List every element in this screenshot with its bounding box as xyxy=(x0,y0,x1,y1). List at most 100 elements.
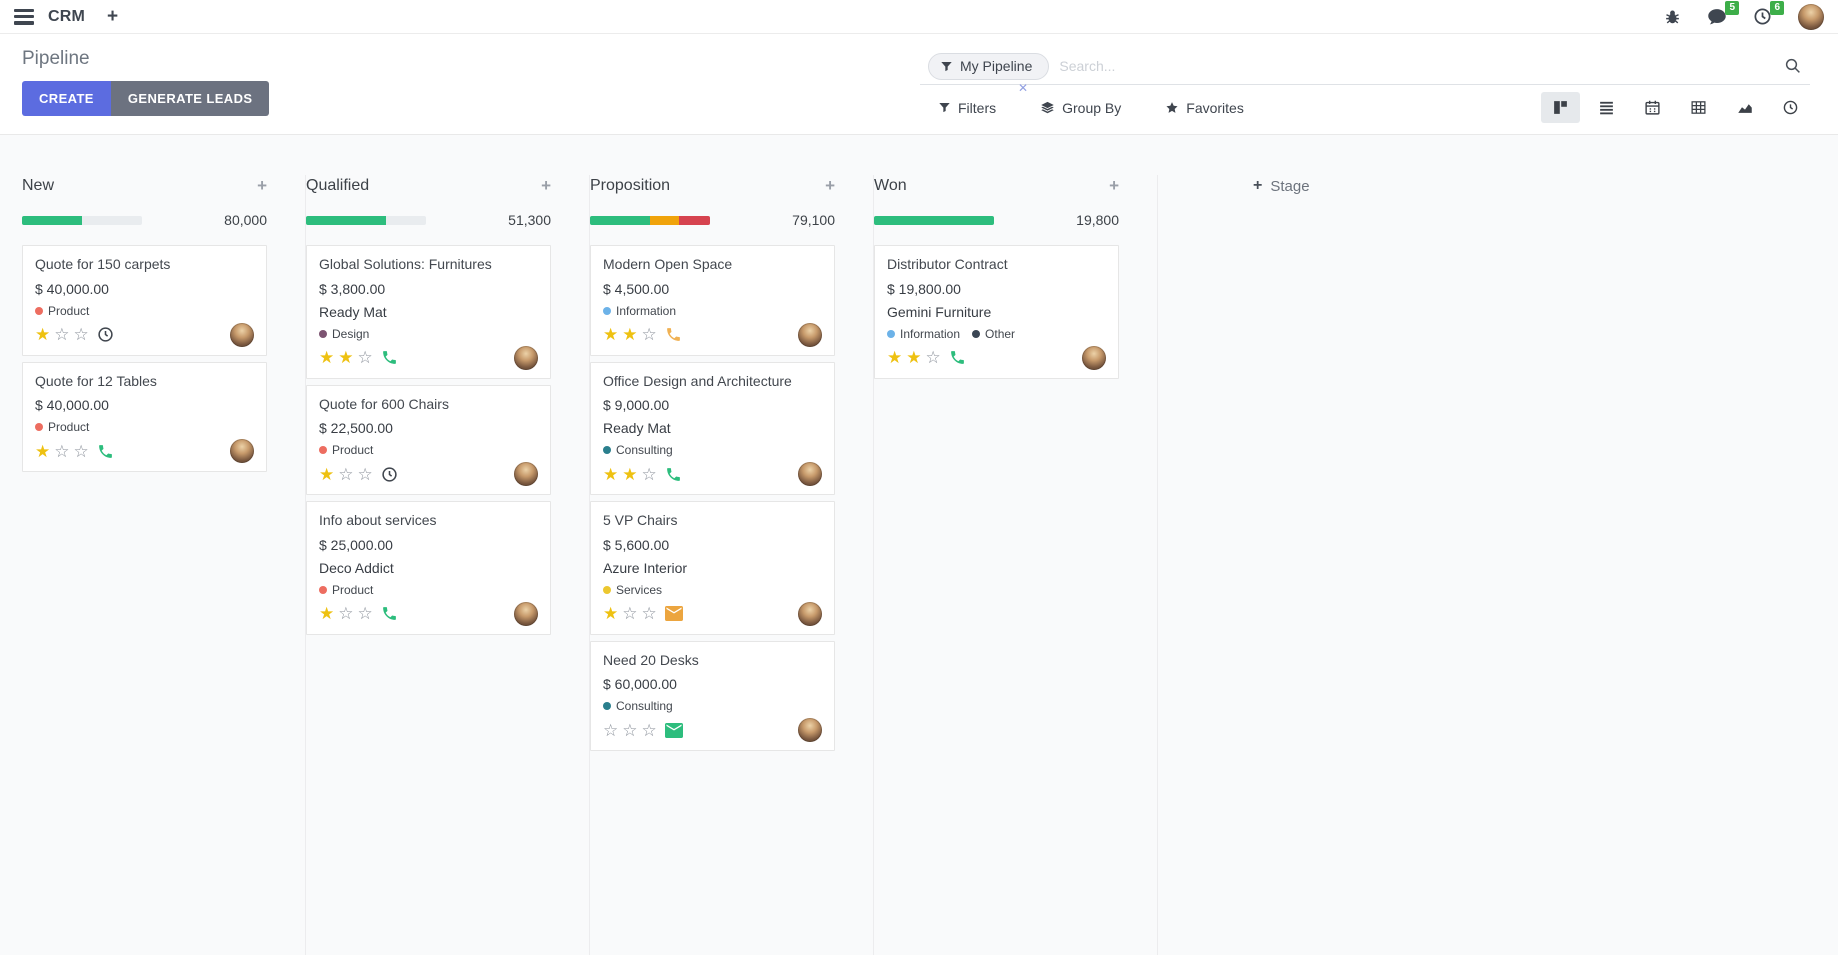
kanban-card[interactable]: Distributor Contract $ 19,800.00 Gemini … xyxy=(874,245,1119,379)
star-icon[interactable]: ☆ xyxy=(338,604,354,623)
kanban-card[interactable]: Modern Open Space $ 4,500.00 Information… xyxy=(590,245,835,356)
star-icon[interactable]: ★ xyxy=(319,464,335,484)
kanban-card[interactable]: Need 20 Desks $ 60,000.00 Consulting ☆ ☆ ☆ xyxy=(590,640,835,751)
tag-color-dot xyxy=(603,306,611,315)
column-add-button[interactable] xyxy=(541,176,551,196)
avatar[interactable] xyxy=(798,601,822,626)
star-icon[interactable]: ★ xyxy=(622,464,638,484)
activity-button[interactable] xyxy=(381,466,398,483)
card-amount: $ 5,600.00 xyxy=(603,536,670,553)
app-name[interactable]: CRM xyxy=(48,7,86,25)
progress-segment[interactable] xyxy=(22,215,82,225)
star-icon[interactable]: ★ xyxy=(603,325,619,344)
star-icon[interactable]: ☆ xyxy=(357,604,373,623)
activity-button[interactable] xyxy=(664,722,683,738)
activities-icon[interactable]: 6 xyxy=(1753,1,1784,26)
favorites-button[interactable]: Favorites xyxy=(1165,100,1244,116)
search-input[interactable] xyxy=(1049,58,1784,74)
add-icon[interactable] xyxy=(107,6,118,28)
star-icon[interactable]: ☆ xyxy=(73,441,89,461)
activity-button[interactable] xyxy=(381,605,398,622)
kanban-card[interactable]: Office Design and Architecture $ 9,000.0… xyxy=(590,361,835,495)
graph-view-button[interactable] xyxy=(1725,92,1764,123)
star-icon[interactable]: ★ xyxy=(622,325,638,344)
star-icon[interactable]: ★ xyxy=(906,348,922,367)
kanban-card[interactable]: Quote for 600 Chairs $ 22,500.00 Product… xyxy=(306,384,551,495)
avatar[interactable] xyxy=(798,462,822,486)
avatar[interactable] xyxy=(230,439,254,463)
activity-button[interactable] xyxy=(97,326,114,343)
phone-icon xyxy=(950,351,964,364)
kanban-card[interactable]: Quote for 150 carpets $ 40,000.00 Produc… xyxy=(22,245,267,356)
star-icon[interactable]: ☆ xyxy=(338,464,354,484)
add-stage-button[interactable]: Stage xyxy=(1253,175,1309,197)
tag-color-dot xyxy=(319,329,327,338)
kanban-card[interactable]: Info about services $ 25,000.00 Deco Add… xyxy=(306,501,551,635)
activity-button[interactable] xyxy=(665,326,682,343)
star-icon[interactable]: ☆ xyxy=(641,325,657,344)
progress-segment[interactable] xyxy=(306,215,387,225)
activity-button[interactable] xyxy=(381,349,398,366)
star-icon[interactable]: ☆ xyxy=(925,348,941,367)
star-icon[interactable]: ☆ xyxy=(641,604,657,623)
list-view-button[interactable] xyxy=(1587,92,1626,123)
avatar[interactable] xyxy=(798,322,822,347)
star-icon[interactable]: ☆ xyxy=(641,720,657,740)
star-icon[interactable]: ☆ xyxy=(622,720,638,740)
star-icon[interactable]: ☆ xyxy=(357,464,373,484)
star-icon[interactable]: ☆ xyxy=(54,325,70,344)
user-avatar[interactable] xyxy=(1798,3,1824,30)
column-add-button[interactable] xyxy=(825,176,835,196)
star-icon[interactable]: ★ xyxy=(319,348,335,367)
activity-button[interactable] xyxy=(97,443,114,460)
avatar[interactable] xyxy=(1082,345,1106,370)
messages-icon[interactable]: 5 xyxy=(1707,0,1739,27)
star-icon[interactable]: ☆ xyxy=(73,325,89,344)
column-add-button[interactable] xyxy=(1109,176,1119,196)
kanban-card[interactable]: Global Solutions: Furnitures $ 3,800.00 … xyxy=(306,245,551,379)
progress-segment[interactable] xyxy=(650,215,679,225)
star-icon[interactable]: ☆ xyxy=(641,464,657,484)
group-by-button[interactable]: Group By xyxy=(1040,100,1121,116)
create-button[interactable]: CREATE xyxy=(22,81,111,116)
star-icon[interactable]: ★ xyxy=(887,348,903,367)
pivot-view-button[interactable] xyxy=(1679,92,1718,123)
avatar[interactable] xyxy=(514,601,538,626)
search-facet[interactable]: My Pipeline xyxy=(928,52,1050,80)
progress-segment[interactable] xyxy=(678,215,710,225)
progress-segment[interactable] xyxy=(874,215,994,225)
hamburger-menu-icon[interactable] xyxy=(14,8,34,25)
kanban-card[interactable]: Quote for 12 Tables $ 40,000.00 Product … xyxy=(22,361,267,472)
star-icon[interactable]: ★ xyxy=(35,441,51,461)
star-icon[interactable]: ★ xyxy=(603,604,619,623)
filters-button[interactable]: Filters xyxy=(938,100,996,116)
star-icon[interactable]: ★ xyxy=(603,464,619,484)
avatar[interactable] xyxy=(514,345,538,370)
graph-view-icon xyxy=(1737,103,1752,113)
star-icon[interactable]: ★ xyxy=(35,325,51,344)
star-icon[interactable]: ★ xyxy=(338,348,354,367)
star-icon[interactable]: ☆ xyxy=(54,441,70,461)
generate-leads-button[interactable]: GENERATE LEADS xyxy=(110,81,270,116)
activity-button[interactable] xyxy=(664,606,683,621)
kanban-view-button[interactable] xyxy=(1541,92,1580,123)
avatar[interactable] xyxy=(230,322,254,347)
column-add-button[interactable] xyxy=(257,176,267,196)
star-icon[interactable]: ☆ xyxy=(603,720,619,740)
card-tags: Product xyxy=(35,304,254,318)
activity-view-button[interactable] xyxy=(1771,92,1810,123)
activity-button[interactable] xyxy=(949,349,966,366)
calendar-view-button[interactable] xyxy=(1633,92,1672,123)
avatar[interactable] xyxy=(514,462,538,486)
activity-button[interactable] xyxy=(665,466,682,483)
search-icon[interactable] xyxy=(1784,57,1804,75)
bug-icon[interactable] xyxy=(1664,8,1681,25)
facet-remove-icon[interactable] xyxy=(1018,81,1028,95)
kanban-card[interactable]: 5 VP Chairs $ 5,600.00 Azure Interior Se… xyxy=(590,501,835,635)
avatar[interactable] xyxy=(798,718,822,742)
star-icon[interactable]: ★ xyxy=(319,604,335,623)
tag-color-dot xyxy=(603,446,611,454)
progress-segment[interactable] xyxy=(590,215,650,225)
star-icon[interactable]: ☆ xyxy=(622,604,638,623)
star-icon[interactable]: ☆ xyxy=(357,348,373,367)
